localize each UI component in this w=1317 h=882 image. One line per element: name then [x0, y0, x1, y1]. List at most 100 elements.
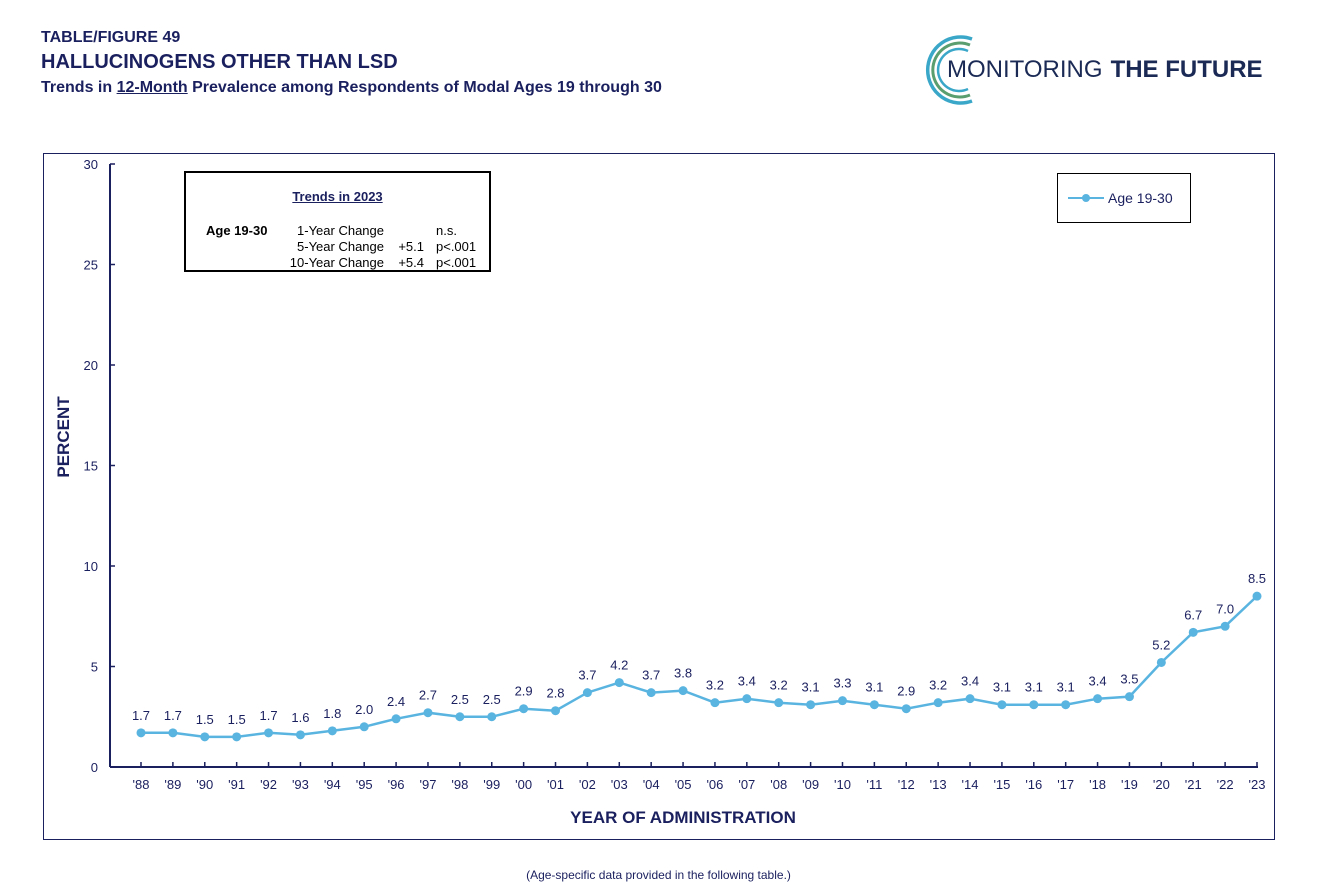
logo-text-bold: THE FUTURE	[1111, 56, 1263, 83]
data-point	[806, 700, 816, 710]
x-tick-label: '02	[579, 777, 596, 792]
trend-row-sig: p<.001	[436, 255, 477, 270]
data-point	[774, 698, 784, 708]
legend-label: Age 19-30	[1108, 190, 1173, 206]
data-point	[200, 732, 210, 742]
data-label: 7.0	[1216, 601, 1234, 616]
trend-row-change: +5.4	[398, 255, 424, 270]
data-label: 3.7	[578, 668, 596, 683]
x-tick-label: '14	[962, 777, 979, 792]
y-tick-label: 5	[91, 660, 98, 675]
logo-arc-outer	[926, 35, 973, 105]
data-label: 3.1	[1057, 680, 1075, 695]
x-tick-label: '98	[451, 777, 468, 792]
x-tick-label: '00	[515, 777, 532, 792]
data-point	[837, 696, 847, 706]
data-point	[1220, 621, 1230, 631]
data-label: 1.7	[260, 708, 278, 723]
x-tick-label: '21	[1185, 777, 1202, 792]
data-label: 1.6	[291, 710, 309, 725]
figure-label: TABLE/FIGURE 49	[41, 29, 181, 46]
data-point	[901, 704, 911, 714]
data-label: 6.7	[1184, 607, 1202, 622]
x-tick-label: '93	[292, 777, 309, 792]
x-tick-label: '23	[1249, 777, 1266, 792]
data-label: 2.0	[355, 702, 373, 717]
trend-row-label: 10-Year Change	[289, 255, 384, 270]
data-point	[1252, 591, 1262, 601]
x-tick-label: '22	[1217, 777, 1234, 792]
x-tick-label: '13	[930, 777, 947, 792]
data-point	[646, 688, 656, 698]
data-label: 3.4	[961, 674, 979, 689]
data-label: 1.5	[228, 712, 246, 727]
data-point	[582, 688, 592, 698]
data-point	[487, 712, 497, 722]
x-tick-label: '09	[802, 777, 819, 792]
y-tick-label: 20	[84, 358, 98, 373]
x-tick-label: '92	[260, 777, 277, 792]
subtitle-suffix: Prevalence among Respondents of Modal Ag…	[187, 79, 662, 96]
data-point	[1124, 692, 1134, 702]
series-layer: 1.7 1.7 1.5 1.5 1.7 1.6 1.8 2.0 2.4 2.7 2.5 2.5 2.9 2…	[132, 571, 1266, 742]
data-point	[965, 694, 975, 704]
data-point	[678, 686, 688, 696]
axes: 0 5 10 15 20 25 30 '88 '89 '90 '91 '92 '93 '94 '95 '96 '…	[84, 157, 1266, 792]
data-label: 3.2	[706, 678, 724, 693]
data-point	[295, 730, 305, 740]
data-label: 1.5	[196, 712, 214, 727]
trend-row-change: +5.1	[398, 239, 424, 254]
data-label: 4.2	[610, 658, 628, 673]
data-label: 3.2	[770, 678, 788, 693]
y-tick-label: 25	[84, 258, 98, 273]
x-tick-label: '05	[675, 777, 692, 792]
data-point	[742, 694, 752, 704]
x-tick-label: '88	[133, 777, 150, 792]
data-label: 3.7	[642, 668, 660, 683]
trend-row-sig: p<.001	[436, 239, 477, 254]
data-point	[455, 712, 465, 722]
data-point	[359, 722, 369, 732]
data-label: 2.9	[897, 684, 915, 699]
subtitle-prefix: Trends in	[41, 79, 117, 96]
data-label: 3.2	[929, 678, 947, 693]
data-point	[391, 714, 401, 724]
y-tick-label: 0	[91, 760, 98, 775]
legend-marker-icon	[1068, 194, 1104, 202]
x-tick-label: '95	[356, 777, 373, 792]
data-label: 3.3	[833, 676, 851, 691]
x-tick-label: '90	[196, 777, 213, 792]
x-tick-label: '17	[1057, 777, 1074, 792]
x-axis-title: YEAR OF ADMINISTRATION	[570, 808, 796, 827]
x-tick-label: '89	[164, 777, 181, 792]
data-point	[1188, 627, 1198, 637]
x-tick-label: '91	[228, 777, 245, 792]
x-tick-label: '19	[1121, 777, 1138, 792]
x-tick-label: '04	[643, 777, 660, 792]
data-point	[1093, 694, 1103, 704]
x-tick-label: '94	[324, 777, 341, 792]
data-label: 5.2	[1152, 637, 1170, 652]
data-label: 2.8	[546, 686, 564, 701]
x-tick-label: '08	[770, 777, 787, 792]
data-point	[327, 726, 337, 736]
data-label: 2.5	[483, 692, 501, 707]
x-tick-label: '16	[1025, 777, 1042, 792]
figure-subtitle: Trends in 12-Month Prevalence among Resp…	[41, 79, 662, 97]
data-label: 2.5	[451, 692, 469, 707]
x-tick-label: '06	[706, 777, 723, 792]
logo-arc-middle	[931, 41, 971, 99]
data-label: 3.1	[993, 680, 1011, 695]
subtitle-underlined: 12-Month	[116, 79, 188, 96]
data-point	[1156, 657, 1166, 667]
data-point	[933, 698, 943, 708]
x-tick-label: '20	[1153, 777, 1170, 792]
figure-title: HALLUCINOGENS OTHER THAN LSD	[41, 51, 398, 73]
chart-frame	[43, 153, 1275, 840]
data-label: 3.8	[674, 666, 692, 681]
data-label: 3.4	[738, 674, 756, 689]
series-line	[141, 595, 1258, 739]
data-label: 2.9	[515, 684, 533, 699]
y-tick-label: 10	[84, 559, 98, 574]
